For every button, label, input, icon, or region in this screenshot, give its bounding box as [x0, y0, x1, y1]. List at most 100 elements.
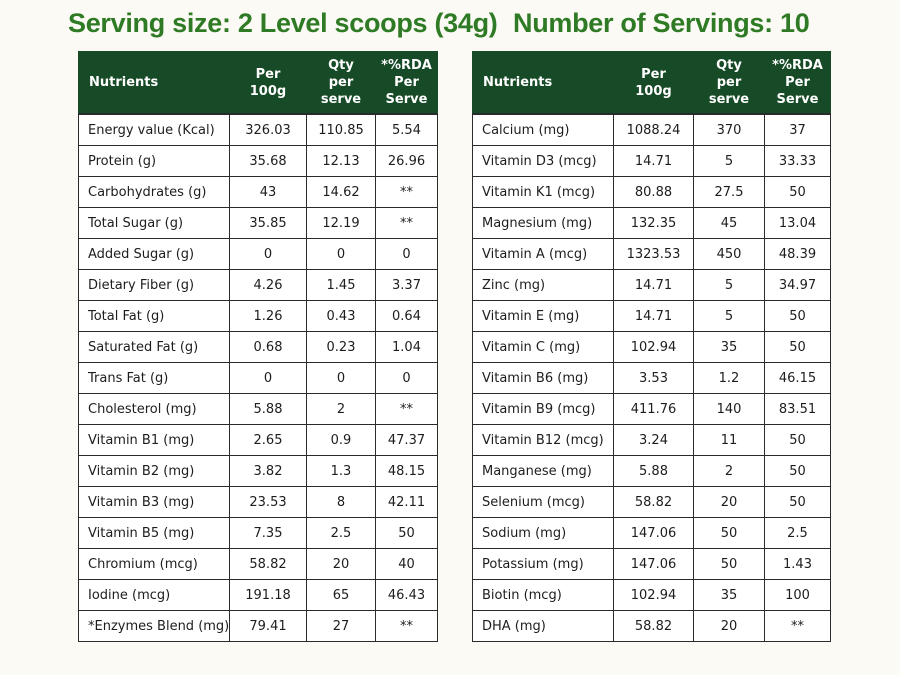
table-row: *Enzymes Blend (mg) 79.41 27 ** — [78, 610, 438, 642]
rda-per-serve-cell: 46.15 — [764, 362, 831, 394]
column-header-nutrients: Nutrients — [472, 51, 614, 115]
rda-per-serve-cell: 0 — [375, 362, 438, 394]
table-row: Zinc (mg) 14.71 5 34.97 — [472, 269, 831, 301]
nutrient-name-cell: Sodium (mg) — [472, 517, 614, 549]
nutrient-name-cell: Selenium (mcg) — [472, 486, 614, 518]
nutrient-name-cell: Added Sugar (g) — [78, 238, 230, 270]
table-row: Magnesium (mg) 132.35 45 13.04 — [472, 207, 831, 239]
rda-per-serve-cell: 50 — [764, 300, 831, 332]
rda-per-serve-cell: ** — [764, 610, 831, 642]
table-row: Vitamin C (mg) 102.94 35 50 — [472, 331, 831, 363]
table-row: Manganese (mg) 5.88 2 50 — [472, 455, 831, 487]
rda-per-serve-cell: 26.96 — [375, 145, 438, 177]
per-100g-cell: 3.53 — [613, 362, 694, 394]
column-header-per-100g: Per 100g — [613, 51, 694, 115]
per-100g-cell: 1323.53 — [613, 238, 694, 270]
nutrient-name-cell: Vitamin C (mg) — [472, 331, 614, 363]
table-row: Vitamin B2 (mg) 3.82 1.3 48.15 — [78, 455, 438, 487]
per-100g-cell: 102.94 — [613, 331, 694, 363]
per-100g-cell: 102.94 — [613, 579, 694, 611]
rda-per-serve-cell: 5.54 — [375, 113, 438, 146]
rda-per-serve-cell: ** — [375, 207, 438, 239]
rda-per-serve-cell: 83.51 — [764, 393, 831, 425]
per-100g-cell: 35.85 — [229, 207, 307, 239]
rda-per-serve-cell: 3.37 — [375, 269, 438, 301]
qty-per-serve-cell: 35 — [693, 331, 765, 363]
table-row: Vitamin B12 (mcg) 3.24 11 50 — [472, 424, 831, 456]
rda-per-serve-cell: 50 — [764, 331, 831, 363]
per-100g-cell: 0 — [229, 238, 307, 270]
qty-per-serve-cell: 8 — [306, 486, 376, 518]
qty-per-serve-cell: 0 — [306, 238, 376, 270]
qty-per-serve-cell: 2 — [693, 455, 765, 487]
nutrition-table-left: Nutrients Per 100g Qty per serve *%RDA Per Se… — [78, 51, 438, 642]
per-100g-cell: 58.82 — [613, 486, 694, 518]
nutrient-name-cell: Vitamin D3 (mcg) — [472, 145, 614, 177]
per-100g-cell: 14.71 — [613, 145, 694, 177]
table-row: Protein (g) 35.68 12.13 26.96 — [78, 145, 438, 177]
rda-per-serve-cell: 0.64 — [375, 300, 438, 332]
table-body-left: Energy value (Kcal) 326.03 110.85 5.54 Prote… — [78, 113, 438, 642]
rda-per-serve-cell: 48.39 — [764, 238, 831, 270]
table-header-row: Nutrients Per 100g Qty per serve *%RDA Per Se… — [78, 51, 438, 115]
rda-per-serve-cell: 50 — [764, 486, 831, 518]
rda-per-serve-cell: 13.04 — [764, 207, 831, 239]
rda-per-serve-cell: 50 — [764, 455, 831, 487]
rda-per-serve-cell: 33.33 — [764, 145, 831, 177]
table-row: Total Fat (g) 1.26 0.43 0.64 — [78, 300, 438, 332]
rda-per-serve-cell: ** — [375, 393, 438, 425]
column-header-per-100g: Per 100g — [229, 51, 307, 115]
table-row: Vitamin B9 (mcg) 411.76 140 83.51 — [472, 393, 831, 425]
rda-per-serve-cell: 37 — [764, 113, 831, 146]
qty-per-serve-cell: 2 — [306, 393, 376, 425]
nutrient-name-cell: Vitamin B9 (mcg) — [472, 393, 614, 425]
table-header-row: Nutrients Per 100g Qty per serve *%RDA Per Se… — [472, 51, 831, 115]
table-row: Calcium (mg) 1088.24 370 37 — [472, 113, 831, 146]
rda-per-serve-cell: 40 — [375, 548, 438, 580]
rda-per-serve-cell: 0 — [375, 238, 438, 270]
nutrient-name-cell: Dietary Fiber (g) — [78, 269, 230, 301]
qty-per-serve-cell: 14.62 — [306, 176, 376, 208]
table-row: Iodine (mcg) 191.18 65 46.43 — [78, 579, 438, 611]
rda-per-serve-cell: 50 — [375, 517, 438, 549]
qty-per-serve-cell: 110.85 — [306, 113, 376, 146]
table-row: Biotin (mcg) 102.94 35 100 — [472, 579, 831, 611]
per-100g-cell: 147.06 — [613, 517, 694, 549]
rda-per-serve-cell: ** — [375, 176, 438, 208]
rda-per-serve-cell: 47.37 — [375, 424, 438, 456]
qty-per-serve-cell: 65 — [306, 579, 376, 611]
nutrient-name-cell: Zinc (mg) — [472, 269, 614, 301]
per-100g-cell: 326.03 — [229, 113, 307, 146]
qty-per-serve-cell: 45 — [693, 207, 765, 239]
nutrient-name-cell: Total Sugar (g) — [78, 207, 230, 239]
table-row: Saturated Fat (g) 0.68 0.23 1.04 — [78, 331, 438, 363]
table-row: Potassium (mg) 147.06 50 1.43 — [472, 548, 831, 580]
serving-size-heading: Serving size: 2 Level scoops (34g) — [68, 8, 498, 38]
nutrient-name-cell: Cholesterol (mg) — [78, 393, 230, 425]
qty-per-serve-cell: 1.45 — [306, 269, 376, 301]
nutrient-name-cell: Vitamin B5 (mg) — [78, 517, 230, 549]
per-100g-cell: 79.41 — [229, 610, 307, 642]
qty-per-serve-cell: 20 — [693, 486, 765, 518]
table-row: Vitamin D3 (mcg) 14.71 5 33.33 — [472, 145, 831, 177]
qty-per-serve-cell: 27.5 — [693, 176, 765, 208]
nutrient-name-cell: Vitamin K1 (mcg) — [472, 176, 614, 208]
nutrient-name-cell: Vitamin B6 (mg) — [472, 362, 614, 394]
table-row: Selenium (mcg) 58.82 20 50 — [472, 486, 831, 518]
qty-per-serve-cell: 12.19 — [306, 207, 376, 239]
table-row: Added Sugar (g) 0 0 0 — [78, 238, 438, 270]
per-100g-cell: 35.68 — [229, 145, 307, 177]
column-header-rda-per-serve: *%RDA Per Serve — [375, 51, 438, 115]
qty-per-serve-cell: 370 — [693, 113, 765, 146]
table-row: Chromium (mcg) 58.82 20 40 — [78, 548, 438, 580]
table-row: Carbohydrates (g) 43 14.62 ** — [78, 176, 438, 208]
per-100g-cell: 14.71 — [613, 300, 694, 332]
rda-per-serve-cell: 1.04 — [375, 331, 438, 363]
table-row: Vitamin B1 (mg) 2.65 0.9 47.37 — [78, 424, 438, 456]
nutrient-name-cell: Potassium (mg) — [472, 548, 614, 580]
per-100g-cell: 3.24 — [613, 424, 694, 456]
nutrient-name-cell: Chromium (mcg) — [78, 548, 230, 580]
qty-per-serve-cell: 0.23 — [306, 331, 376, 363]
column-header-rda-per-serve: *%RDA Per Serve — [764, 51, 831, 115]
table-row: Vitamin K1 (mcg) 80.88 27.5 50 — [472, 176, 831, 208]
